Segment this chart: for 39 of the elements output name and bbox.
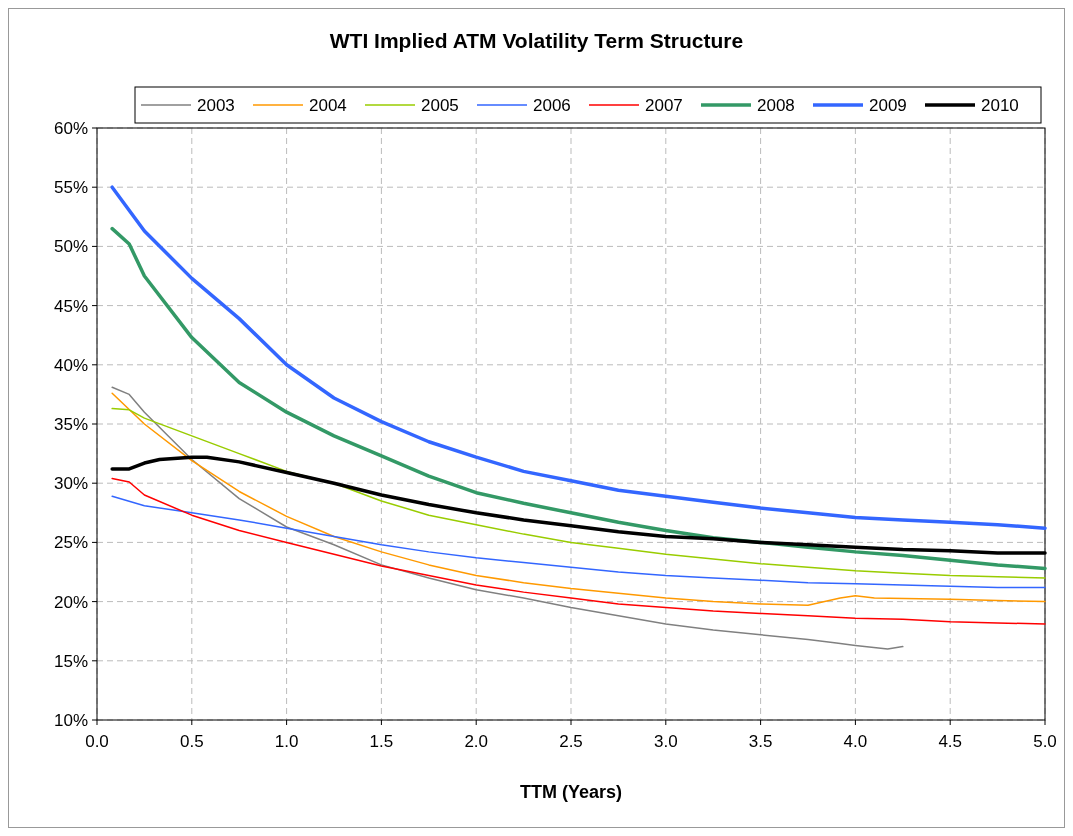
y-tick-label: 40% <box>53 355 88 375</box>
x-tick-label: 2.0 <box>464 732 489 751</box>
line-series <box>111 386 904 650</box>
line-series <box>111 477 1046 625</box>
x-tick-label: 0.5 <box>179 732 204 751</box>
x-tick-label: 4.5 <box>938 732 963 751</box>
legend-label: 2004 <box>309 96 347 115</box>
x-tick-label: 1.5 <box>369 732 394 751</box>
line-series <box>110 226 1047 571</box>
x-tick-label: 3.5 <box>748 732 773 751</box>
legend-label: 2008 <box>757 96 795 115</box>
y-tick-label: 60% <box>53 119 88 138</box>
legend-label: 2006 <box>533 96 571 115</box>
y-tick-label: 30% <box>53 474 88 494</box>
legend-label: 2007 <box>645 96 683 115</box>
y-tick-label: 55% <box>53 178 88 198</box>
x-tick-label: 2.5 <box>559 732 583 751</box>
y-tick-label: 35% <box>53 415 88 434</box>
legend-label: 2005 <box>421 96 459 115</box>
y-tick-label: 15% <box>53 651 88 671</box>
legend-label: 2010 <box>981 96 1019 115</box>
x-tick-label: 5.0 <box>1033 732 1057 751</box>
line-series <box>111 407 1046 579</box>
legend-label: 2003 <box>197 96 235 115</box>
chart-title: WTI Implied ATM Volatility Term Structure <box>329 29 744 52</box>
y-tick-label: 45% <box>53 296 88 316</box>
y-tick-label: 20% <box>53 592 88 612</box>
x-tick-label: 3.0 <box>653 732 678 751</box>
x-axis-title: TTM (Years) <box>519 782 623 802</box>
line-series <box>111 392 1046 606</box>
legend-label: 2009 <box>869 96 907 115</box>
line-series <box>110 185 1047 530</box>
y-tick-label: 50% <box>53 237 88 257</box>
x-tick-label: 4.0 <box>843 732 868 751</box>
y-tick-label: 10% <box>53 711 88 730</box>
line-series <box>111 495 1046 589</box>
y-tick-label: 25% <box>53 533 88 553</box>
x-tick-label: 1.0 <box>274 732 299 751</box>
x-tick-label: 0.0 <box>85 732 109 751</box>
